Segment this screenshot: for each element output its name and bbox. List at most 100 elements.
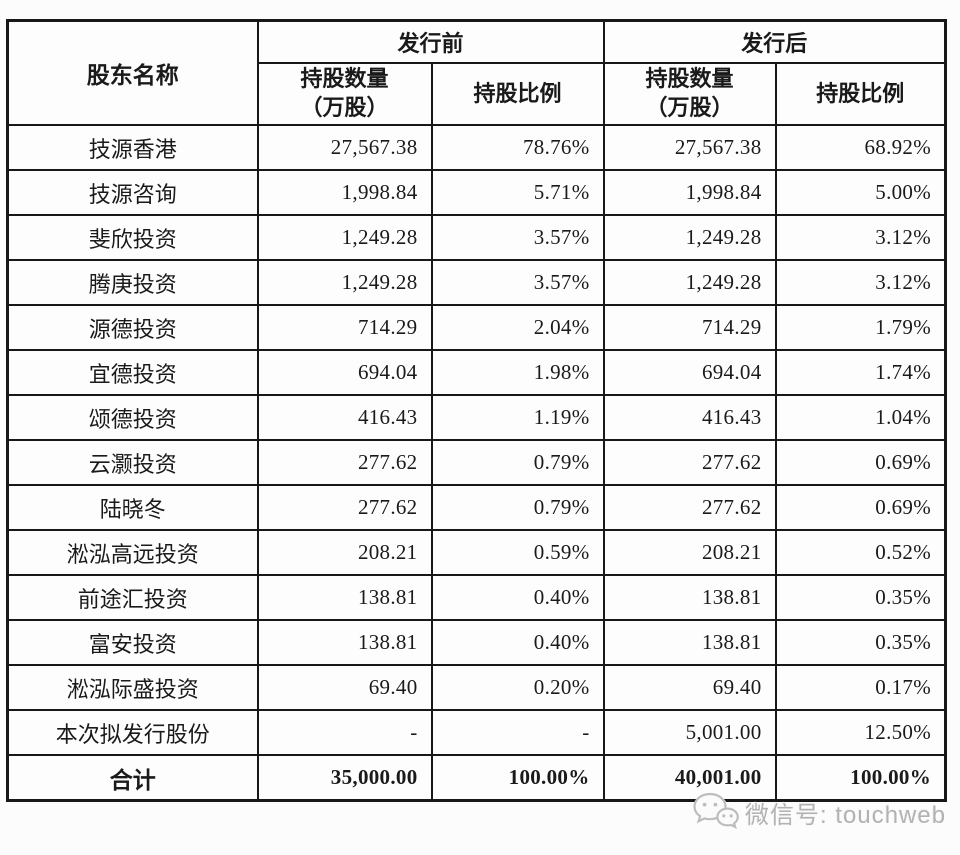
post-qty-cell: 208.21 [602,529,777,576]
table-row: 技源香港 27,567.38 78.76% 27,567.38 68.92% [6,124,947,171]
shareholder-name-cell: 淞泓高远投资 [6,529,259,576]
post-pct-cell: 1.04% [774,394,947,441]
pre-pct-cell: 0.79% [430,484,605,531]
post-pct-cell: 100.00% [774,754,947,802]
header-pre-qty-line1: 持股数量 [300,66,389,92]
pre-pct-cell: 0.40% [430,619,605,666]
shareholding-table: 股东名称 发行前 发行后 持股数量 （万股） 持股比例 持股数量 （万股） 持股… [6,19,948,802]
header-pre-pct: 持股比例 [430,62,605,126]
shareholder-name-cell: 富安投资 [6,619,259,666]
shareholder-name-cell: 技源香港 [6,124,259,171]
pre-pct-cell: 100.00% [430,754,605,802]
post-qty-cell: 694.04 [602,349,777,396]
table-row: 富安投资 138.81 0.40% 138.81 0.35% [6,619,947,666]
post-pct-cell: 68.92% [774,124,947,171]
pre-qty-cell: 208.21 [256,529,433,576]
post-qty-cell: 1,249.28 [602,214,777,261]
table-header: 股东名称 发行前 发行后 持股数量 （万股） 持股比例 持股数量 （万股） 持股… [6,19,947,126]
header-sub-row: 持股数量 （万股） 持股比例 持股数量 （万股） 持股比例 [8,62,947,126]
pre-qty-cell: 277.62 [256,439,433,486]
post-qty-cell: 27,567.38 [602,124,777,171]
post-pct-cell: 0.35% [774,574,947,621]
table-row: 颂德投资 416.43 1.19% 416.43 1.04% [6,394,947,441]
shareholder-name-cell: 本次拟发行股份 [6,709,259,756]
post-qty-cell: 1,249.28 [602,259,777,306]
pre-qty-cell: 694.04 [256,349,433,396]
shareholder-name-cell: 前途汇投资 [6,574,259,621]
post-pct-cell: 3.12% [774,214,947,261]
shareholder-name-cell: 宜德投资 [6,349,259,396]
table-row: 云灏投资 277.62 0.79% 277.62 0.69% [6,439,947,486]
pre-qty-cell: 277.62 [256,484,433,531]
table-row: 本次拟发行股份 - -5,001.00 12.50% [6,709,947,756]
shareholder-name-cell: 淞泓际盛投资 [6,664,259,711]
post-qty-cell: 714.29 [602,304,777,351]
post-pct-cell: 1.79% [774,304,947,351]
pre-pct-cell: 2.04% [430,304,605,351]
post-qty-cell: 69.40 [602,664,777,711]
post-qty-cell: 1,998.84 [602,169,777,216]
table-row: 技源咨询 1,998.84 5.71% 1,998.84 5.00% [6,169,947,216]
pre-qty-cell: 1,998.84 [256,169,433,216]
header-pre-qty-line2: （万股） [300,95,389,120]
header-post-qty: 持股数量 （万股） [602,62,777,126]
pre-qty-cell: 138.81 [256,619,433,666]
table-row: 前途汇投资 138.81 0.40% 138.81 0.35% [6,574,947,621]
pre-qty-cell: 27,567.38 [256,124,433,171]
header-post-qty-line1: 持股数量 [645,66,734,92]
post-pct-cell: 1.74% [774,349,947,396]
pre-qty-cell: - [256,709,433,756]
shareholder-name-cell: 技源咨询 [6,169,259,216]
pre-pct-cell: 0.59% [430,529,605,576]
shareholder-name-cell: 腾庚投资 [6,259,259,306]
table-row: 淞泓高远投资 208.21 0.59% 208.21 0.52% [6,529,947,576]
shareholder-name-cell: 颂德投资 [6,394,259,441]
table-row: 宜德投资 694.04 1.98% 694.04 1.74% [6,349,947,396]
pre-qty-cell: 138.81 [256,574,433,621]
header-pre-qty: 持股数量 （万股） [256,62,433,126]
post-pct-cell: 0.52% [774,529,947,576]
post-pct-cell: 12.50% [774,709,947,756]
table-row: 源德投资 714.29 2.04% 714.29 1.79% [6,304,947,351]
post-pct-cell: 0.17% [774,664,947,711]
pre-qty-cell: 1,249.28 [256,214,433,261]
shareholder-name-cell: 云灏投资 [6,439,259,486]
post-pct-cell: 5.00% [774,169,947,216]
pre-qty-cell: 69.40 [256,664,433,711]
header-post-qty-line2: （万股） [645,95,734,120]
header-pre-issue: 发行前 [256,19,605,64]
post-pct-cell: 3.12% [774,259,947,306]
pre-pct-cell: 3.57% [430,259,605,306]
post-qty-cell: 138.81 [602,574,777,621]
pre-pct-cell: 1.98% [430,349,605,396]
pre-pct-cell: 3.57% [430,214,605,261]
total-row: 合计 35,000.00 100.00% 40,001.00 100.00% [6,754,947,802]
table-row: 斐欣投资 1,249.28 3.57% 1,249.28 3.12% [6,214,947,261]
post-qty-cell: 277.62 [602,439,777,486]
table-row: 淞泓际盛投资 69.40 0.20% 69.40 0.17% [6,664,947,711]
post-qty-cell: 138.81 [602,619,777,666]
pre-qty-cell: 1,249.28 [256,259,433,306]
shareholder-name-cell: 源德投资 [6,304,259,351]
header-post-issue: 发行后 [602,19,947,64]
header-group-row: 股东名称 发行前 发行后 [6,19,947,126]
header-post-pct: 持股比例 [774,62,947,126]
table-row: 腾庚投资 1,249.28 3.57% 1,249.28 3.12% [6,259,947,306]
shareholder-name-cell: 合计 [6,754,259,802]
pre-qty-cell: 35,000.00 [256,754,433,802]
post-qty-cell: 5,001.00 [602,709,777,756]
post-pct-cell: 0.69% [774,439,947,486]
pre-pct-cell: 78.76% [430,124,605,171]
pre-pct-cell: 0.79% [430,439,605,486]
post-qty-cell: 277.62 [602,484,777,531]
shareholder-name-cell: 斐欣投资 [6,214,259,261]
pre-pct-cell: 5.71% [430,169,605,216]
pre-pct-cell: 1.19% [430,394,605,441]
pre-qty-cell: 416.43 [256,394,433,441]
header-shareholder-name: 股东名称 [6,19,259,126]
pre-pct-cell: 0.40% [430,574,605,621]
post-qty-cell: 40,001.00 [602,754,777,802]
pre-pct-cell: 0.20% [430,664,605,711]
post-pct-cell: 0.69% [774,484,947,531]
pre-qty-cell: 714.29 [256,304,433,351]
